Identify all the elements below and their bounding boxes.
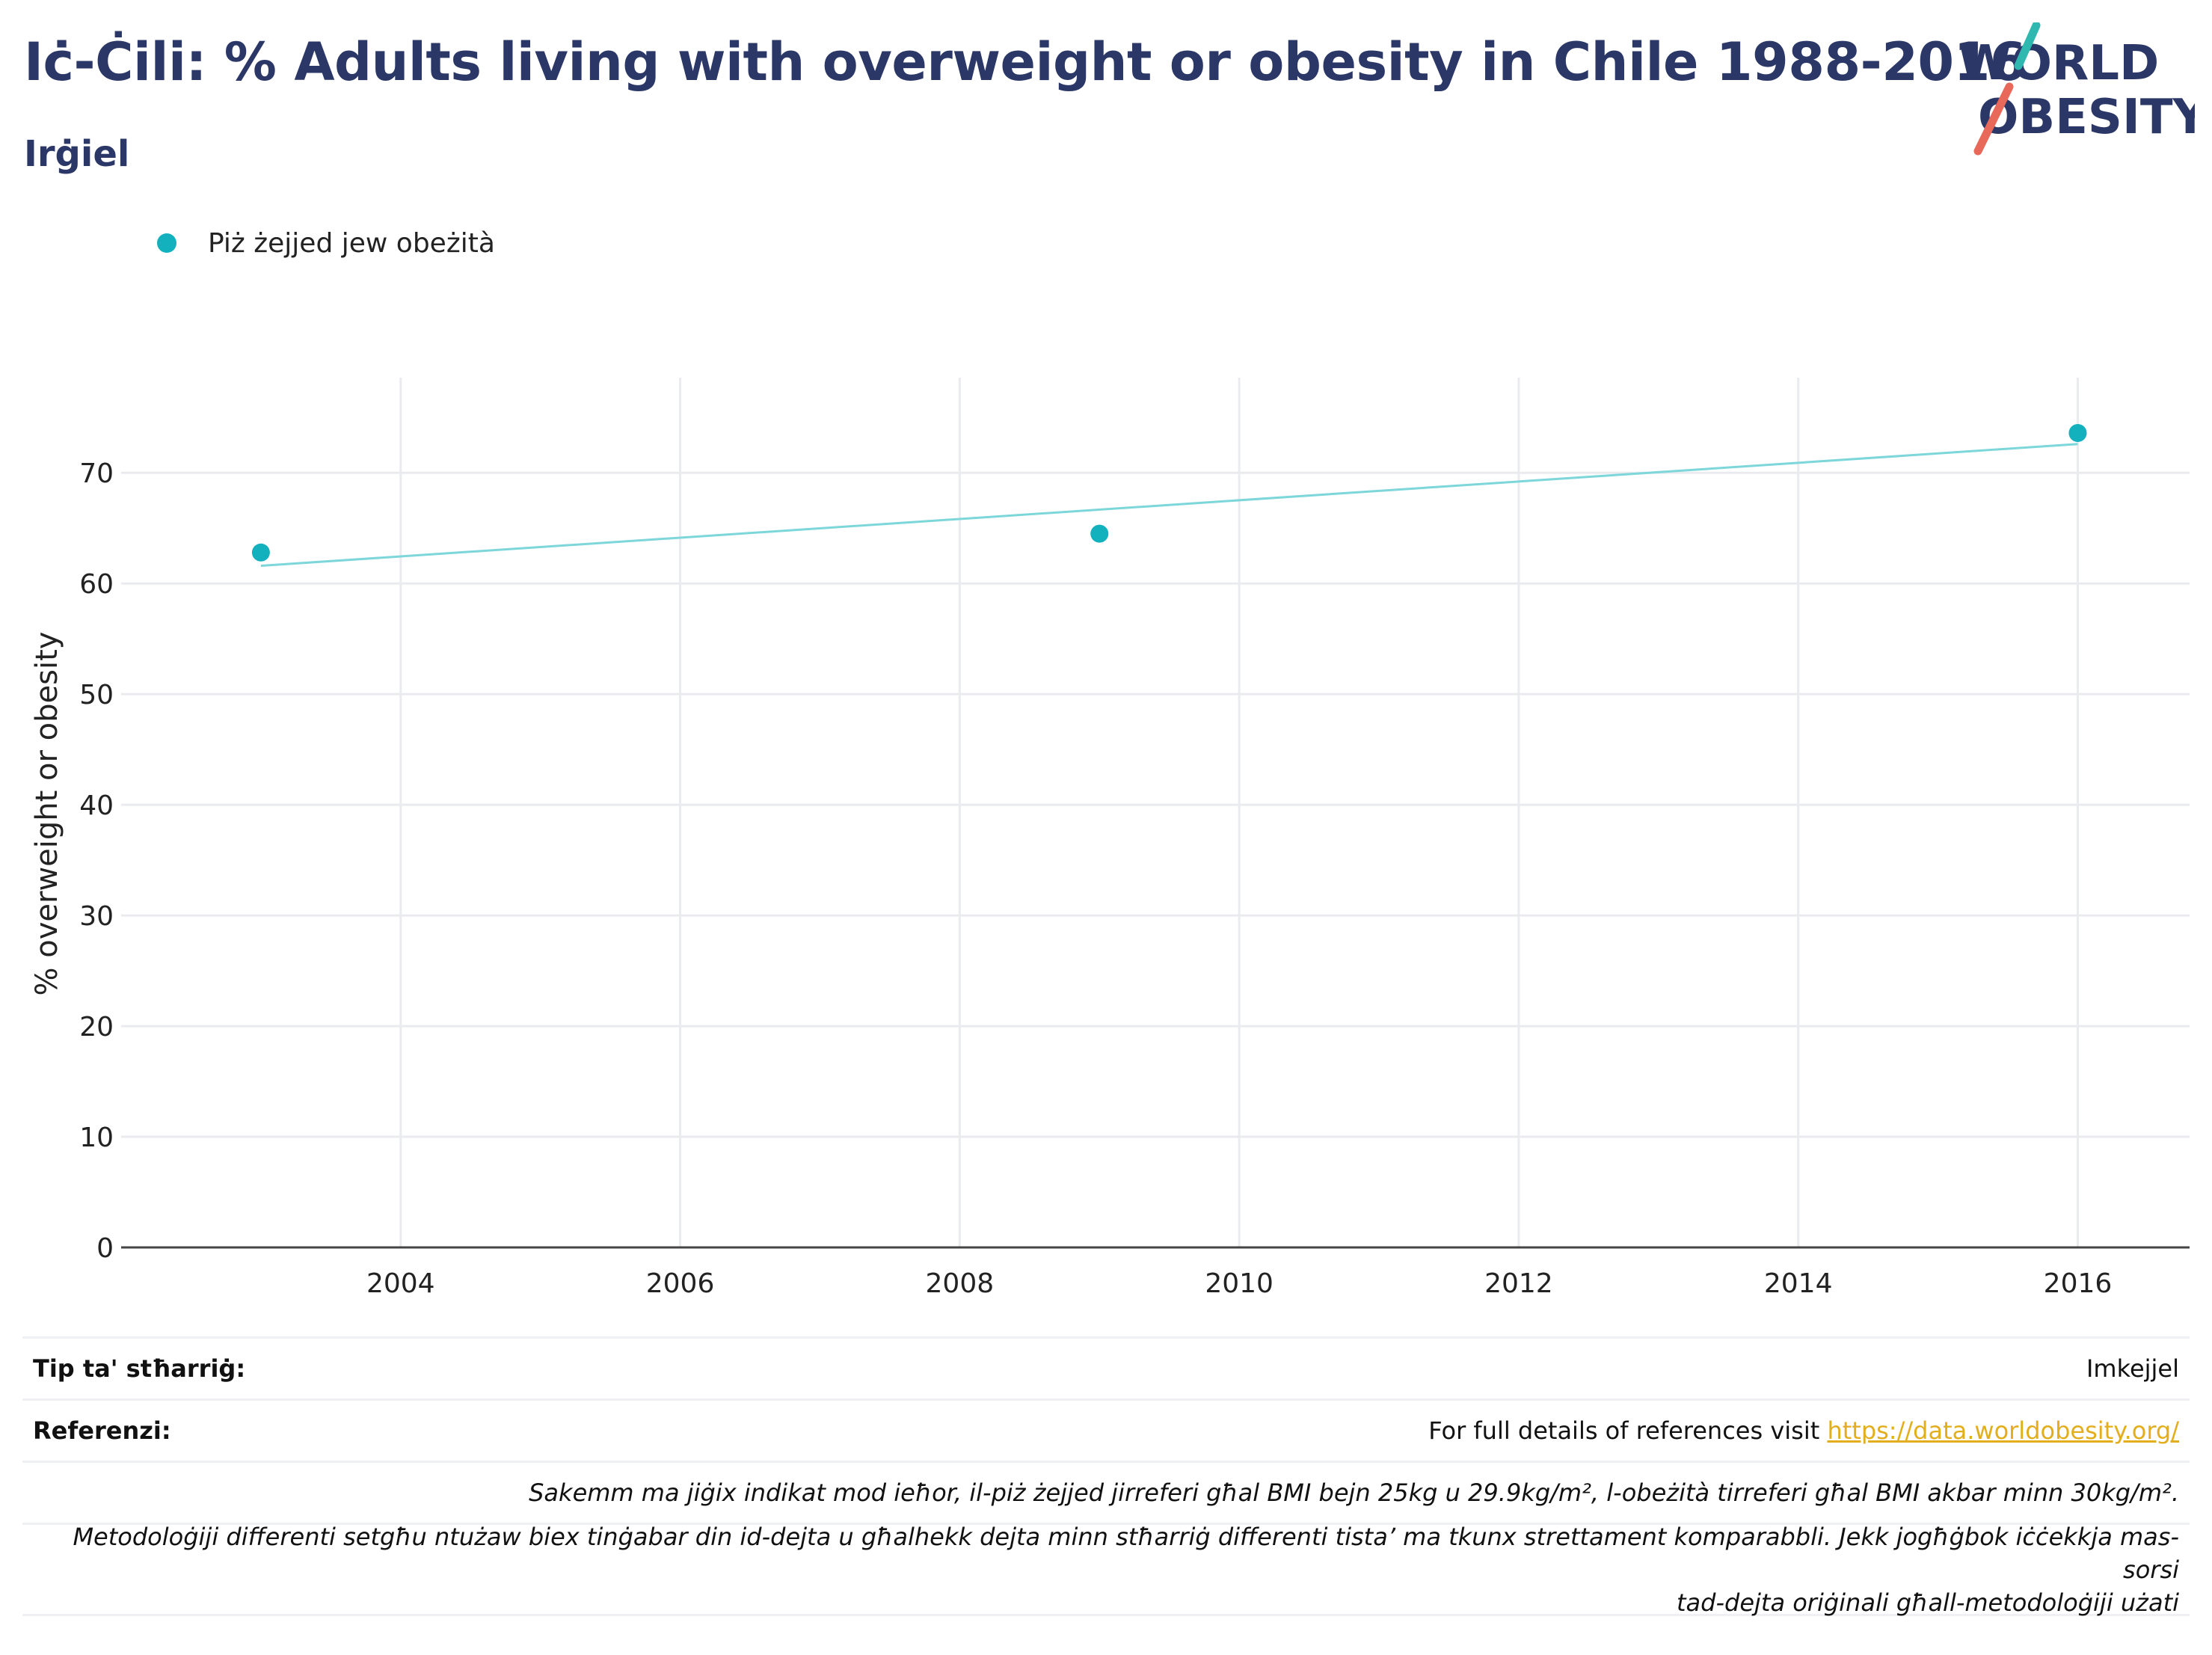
chart-axes: 0 10 20 30 40 50 60 70 2004 2006 2008 2010 2012 2014 2…	[79, 458, 2190, 1299]
page-subtitle: Irġiel	[24, 133, 130, 175]
references-value: For full details of references visit htt…	[1428, 1416, 2179, 1445]
x-tick-label: 2016	[2044, 1268, 2113, 1299]
y-tick-label: 20	[79, 1012, 114, 1043]
data-point[interactable]	[2068, 423, 2087, 442]
logo-slash-bottom	[1973, 82, 2014, 156]
y-tick-label: 40	[79, 790, 114, 821]
data-point[interactable]	[1090, 524, 1109, 543]
footnote-definitions: Sakemm ma jiġix indikat mod ieħor, il-pi…	[529, 1479, 2179, 1507]
y-tick-label: 70	[79, 458, 114, 489]
footer-row-note-1: Sakemm ma jiġix indikat mod ieħor, il-pi…	[22, 1461, 2190, 1523]
world-obesity-logo: WORLD OBESITY	[1958, 22, 2195, 156]
y-tick-label: 10	[79, 1123, 114, 1153]
x-tick-label: 2008	[926, 1268, 995, 1299]
footnote-methodology-line-1: Metodoloġiji differenti setgħu ntużaw bi…	[73, 1522, 2179, 1584]
legend-marker-icon	[157, 233, 176, 253]
source-type-value: Imkejjel	[2086, 1354, 2179, 1383]
chart-legend: Piż żejjed jew obeżità	[157, 224, 495, 262]
y-tick-label: 60	[79, 569, 114, 600]
y-tick-label: 30	[79, 901, 114, 932]
references-label: Referenzi:	[33, 1416, 171, 1445]
footer-row-source-type: Tip ta' stħarriġ: Imkejjel	[22, 1336, 2190, 1398]
footnote-methodology: Metodoloġiji differenti setgħu ntużaw bi…	[33, 1520, 2179, 1619]
chart-points-layer	[251, 423, 2087, 562]
logo-word-2: OBESITY	[1978, 90, 2195, 145]
source-type-label: Tip ta' stħarriġ:	[33, 1354, 246, 1383]
data-point[interactable]	[251, 543, 270, 562]
legend-label: Piż żejjed jew obeżità	[208, 227, 495, 259]
page-title: Iċ-Ċili: % Adults living with overweight…	[24, 31, 2027, 93]
x-tick-label: 2004	[366, 1268, 435, 1299]
chart-trendline-layer	[260, 443, 2078, 568]
footer-row-note-2: Metodoloġiji differenti setgħu ntużaw bi…	[22, 1520, 2190, 1619]
references-link[interactable]: https://data.worldobesity.org/	[1827, 1416, 2179, 1445]
y-tick-label: 0	[96, 1233, 114, 1264]
x-tick-label: 2014	[1764, 1268, 1833, 1299]
x-tick-label: 2012	[1484, 1268, 1553, 1299]
logo-word-1: WORLD	[1958, 36, 2159, 91]
scatter-chart: 0 10 20 30 40 50 60 70 2004 2006 2008 2010 2012 2014 2…	[30, 378, 2190, 1299]
references-text: For full details of references visit	[1428, 1416, 1820, 1445]
y-axis-label: % overweight or obesity	[30, 632, 64, 996]
trendline	[260, 443, 2078, 568]
x-tick-label: 2010	[1205, 1268, 1274, 1299]
chart-gridlines	[121, 378, 2190, 1247]
footnote-methodology-line-2: tad-dejta oriġinali għall-metodoloġiji u…	[1676, 1588, 2179, 1617]
logo-slash-top	[2014, 22, 2041, 70]
x-tick-label: 2006	[646, 1268, 715, 1299]
footer-row-references: Referenzi: For full details of reference…	[22, 1398, 2190, 1461]
chart-footer: Tip ta' stħarriġ: Imkejjel Referenzi: Fo…	[22, 1336, 2190, 1619]
y-tick-label: 50	[79, 680, 114, 710]
